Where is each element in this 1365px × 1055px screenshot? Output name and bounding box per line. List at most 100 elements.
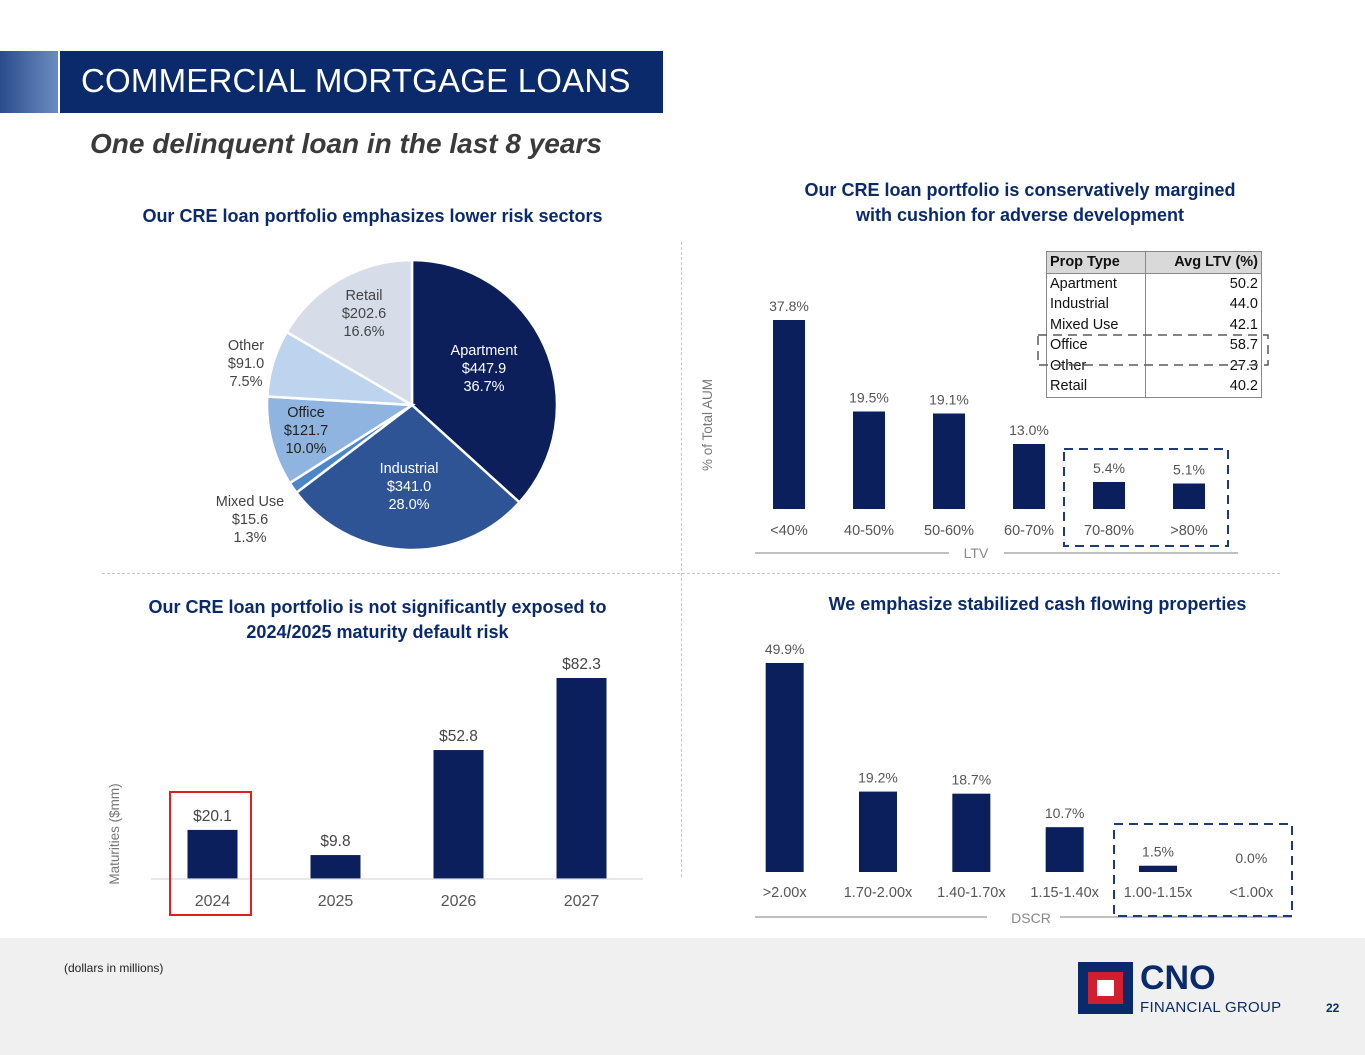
bar-1.15-1.40x bbox=[1045, 827, 1084, 872]
page-title: COMMERCIAL MORTGAGE LOANS bbox=[81, 62, 631, 99]
bar-50-60% bbox=[933, 413, 965, 509]
data-label-2026: $52.8 bbox=[439, 728, 478, 745]
tick-label->80%: >80% bbox=[1170, 523, 1208, 539]
ltv-chart-title-line-1: Our CRE loan portfolio is conservatively… bbox=[804, 180, 1236, 200]
table-row: Retail 40.2 bbox=[1046, 376, 1263, 398]
pie-label-value: $121.7 bbox=[284, 423, 328, 439]
pie-slice-retail bbox=[284, 258, 414, 408]
table-row: Apartment 50.2 bbox=[1046, 273, 1263, 294]
pie-chart-title: Our CRE loan portfolio emphasizes lower … bbox=[142, 206, 603, 226]
title-bar-accent bbox=[0, 51, 58, 113]
tick-label-70-80%: 70-80% bbox=[1084, 523, 1134, 539]
tick-label-1.00-1.15x: 1.00-1.15x bbox=[1124, 885, 1193, 901]
pie-label-value: $91.0 bbox=[228, 356, 264, 372]
pie-label-pct: 16.6% bbox=[343, 324, 384, 340]
bar-1.00-1.15x bbox=[1139, 865, 1177, 872]
data-label-2024: $20.1 bbox=[193, 808, 232, 825]
title-bar bbox=[60, 51, 663, 113]
data-label-2027: $82.3 bbox=[562, 656, 601, 673]
office-row-highlight bbox=[1037, 334, 1269, 366]
data-label-1.70-2.00x: 19.2% bbox=[858, 770, 898, 786]
bar->80% bbox=[1173, 483, 1205, 509]
maturity-chart-title-line-2: 2024/2025 maturity default risk bbox=[246, 622, 509, 642]
tick-label-1.40-1.70x: 1.40-1.70x bbox=[937, 885, 1006, 901]
pie-label-name: Industrial bbox=[380, 461, 439, 477]
pie-label-value: $202.6 bbox=[342, 306, 386, 322]
dscr-x-axis-label: DSCR bbox=[1011, 910, 1051, 926]
data-label-40-50%: 19.5% bbox=[849, 390, 889, 406]
bar-1.70-2.00x bbox=[859, 791, 897, 872]
tick-label->2.00x: >2.00x bbox=[763, 885, 808, 901]
table-row: Mixed Use 42.1 bbox=[1046, 314, 1263, 335]
tick-label-50-60%: 50-60% bbox=[924, 523, 974, 539]
bar-<40% bbox=[773, 320, 805, 509]
pie-label-industrial: Industrial $341.0 28.0% bbox=[380, 461, 439, 513]
table-cell-prop: Industrial bbox=[1046, 294, 1146, 315]
pie-label-pct: 7.5% bbox=[229, 374, 262, 390]
data-label-<1.00x: 0.0% bbox=[1235, 850, 1267, 866]
ltv-x-axis-label: LTV bbox=[964, 545, 989, 561]
page-number: 22 bbox=[1326, 1001, 1340, 1015]
data-label-50-60%: 19.1% bbox=[929, 392, 969, 408]
table-header-row: Prop Type Avg LTV (%) bbox=[1046, 251, 1263, 274]
bar-2025 bbox=[310, 855, 361, 879]
bar-70-80% bbox=[1093, 482, 1125, 509]
tick-label-1.70-2.00x: 1.70-2.00x bbox=[844, 885, 913, 901]
quadrant-divider-horizontal bbox=[102, 573, 1280, 574]
cno-logo-text: CNO bbox=[1140, 959, 1216, 997]
data-label-60-70%: 13.0% bbox=[1009, 422, 1049, 438]
dscr-bar-chart: 49.9% >2.00x 19.2% 1.70-2.00x 18.7% 1.40-1.70… bbox=[755, 641, 1293, 926]
ltv-highlight-box bbox=[1063, 448, 1229, 547]
cno-logo-white-square bbox=[1097, 980, 1114, 996]
data-label-<40%: 37.8% bbox=[769, 298, 809, 314]
maturity-highlight-box bbox=[169, 791, 252, 916]
pie-label-pct: 36.7% bbox=[463, 379, 504, 395]
maturity-bar-chart: $20.1 2024 $9.8 2025 $52.8 2026 $82.3 2027 Matur… bbox=[107, 656, 643, 916]
bar-2026 bbox=[433, 750, 484, 879]
data-label-1.40-1.70x: 18.7% bbox=[951, 772, 991, 788]
table-cell-ltv: 27.3 bbox=[1144, 355, 1263, 376]
sector-pie-chart: Apartment $447.9 36.7% Industrial $341.0 28.0… bbox=[216, 258, 559, 552]
data-label-1.00-1.15x: 1.5% bbox=[1142, 844, 1174, 860]
bar-2027 bbox=[556, 678, 607, 879]
pie-label-office: Office $121.7 10.0% bbox=[284, 405, 328, 457]
data-label-2025: $9.8 bbox=[320, 833, 350, 850]
table-row: Other 27.3 bbox=[1046, 355, 1263, 376]
pie-label-pct: 28.0% bbox=[388, 497, 429, 513]
pie-slice-apartment bbox=[410, 258, 559, 505]
bar->2.00x bbox=[765, 663, 804, 872]
tick-label-2024: 2024 bbox=[195, 893, 231, 910]
table-cell-prop: Apartment bbox=[1046, 273, 1146, 294]
table-header-avg-ltv: Avg LTV (%) bbox=[1144, 251, 1263, 274]
tick-label-40-50%: 40-50% bbox=[844, 523, 894, 539]
maturity-y-axis-label: Maturities ($mm) bbox=[107, 783, 122, 884]
bar-1.40-1.70x bbox=[952, 793, 991, 872]
table-cell-ltv: 44.0 bbox=[1144, 294, 1263, 315]
maturity-chart-title: Our CRE loan portfolio is not significan… bbox=[95, 595, 660, 645]
footer-note: (dollars in millions) bbox=[64, 961, 164, 975]
footer-band bbox=[0, 938, 1365, 1055]
cno-logo-mark bbox=[1078, 962, 1133, 1014]
ltv-chart-title-line-2: with cushion for adverse development bbox=[855, 205, 1185, 225]
quadrant-divider-vertical bbox=[681, 242, 682, 877]
data-label->80%: 5.1% bbox=[1173, 462, 1205, 478]
tick-label-2025: 2025 bbox=[318, 893, 354, 910]
tick-label-<40%: <40% bbox=[770, 523, 808, 539]
pie-label-value: $15.6 bbox=[232, 512, 268, 528]
table-cell-ltv: 58.7 bbox=[1144, 335, 1263, 356]
pie-label-name: Apartment bbox=[451, 343, 518, 359]
pie-label-other: Other $91.0 7.5% bbox=[228, 338, 264, 390]
table-cell-prop: Retail bbox=[1046, 376, 1146, 398]
ltv-y-axis-label: % of Total AUM bbox=[700, 379, 715, 471]
tick-label-<1.00x: <1.00x bbox=[1229, 885, 1274, 901]
bar-2024 bbox=[187, 829, 238, 879]
tick-label-1.15-1.40x: 1.15-1.40x bbox=[1030, 885, 1099, 901]
table-cell-prop: Mixed Use bbox=[1046, 314, 1146, 335]
pie-slice-industrial bbox=[294, 403, 522, 552]
dscr-chart-title: We emphasize stabilized cash flowing pro… bbox=[828, 594, 1247, 614]
bar-60-70% bbox=[1013, 444, 1045, 509]
pie-label-name: Office bbox=[287, 405, 325, 421]
table-header-prop-type: Prop Type bbox=[1046, 251, 1146, 274]
table-cell-ltv: 40.2 bbox=[1144, 376, 1263, 398]
tick-label-2026: 2026 bbox=[441, 893, 477, 910]
